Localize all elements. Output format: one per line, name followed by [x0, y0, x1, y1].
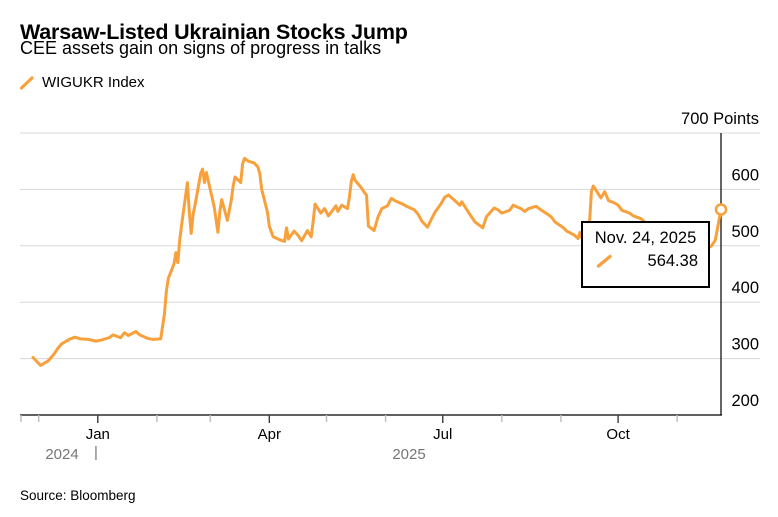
x-axis-month-label: Apr: [258, 426, 281, 443]
source-attribution: Source: Bloomberg: [20, 488, 136, 503]
y-axis-label: 200: [731, 392, 759, 410]
x-axis-year-2024: 2024: [45, 446, 79, 463]
chart-title: Warsaw-Listed Ukrainian Stocks Jump: [20, 20, 408, 45]
y-axis-label: 500: [731, 223, 759, 241]
tooltip: Nov. 24, 2025 564.38: [581, 221, 710, 288]
legend-series-slash-icon: [19, 75, 34, 90]
legend-series-label: WIGUKR Index: [42, 74, 145, 91]
y-axis-label: 600: [731, 166, 759, 184]
last-point-marker[interactable]: [714, 203, 728, 216]
wigukr-index-line[interactable]: [31, 156, 723, 367]
tooltip-value-row: 564.38: [583, 248, 708, 271]
x-axis-year-2025: 2025: [392, 446, 426, 463]
tooltip-series-slash-icon: [596, 254, 612, 268]
x-axis-month-label: Jul: [433, 426, 452, 443]
x-axis-year-divider: |: [94, 444, 98, 461]
y-axis-label: 700 Points: [681, 110, 759, 128]
y-axis-label: 300: [731, 336, 759, 354]
x-axis-month-label: Jan: [86, 426, 110, 443]
x-axis-month-label: Oct: [606, 426, 630, 443]
legend: WIGUKR Index: [19, 74, 145, 91]
y-axis-label: 400: [731, 279, 759, 297]
tooltip-value: 564.38: [647, 252, 698, 270]
tooltip-date: Nov. 24, 2025: [594, 229, 697, 247]
chart-subtitle: CEE assets gain on signs of progress in …: [20, 38, 382, 58]
